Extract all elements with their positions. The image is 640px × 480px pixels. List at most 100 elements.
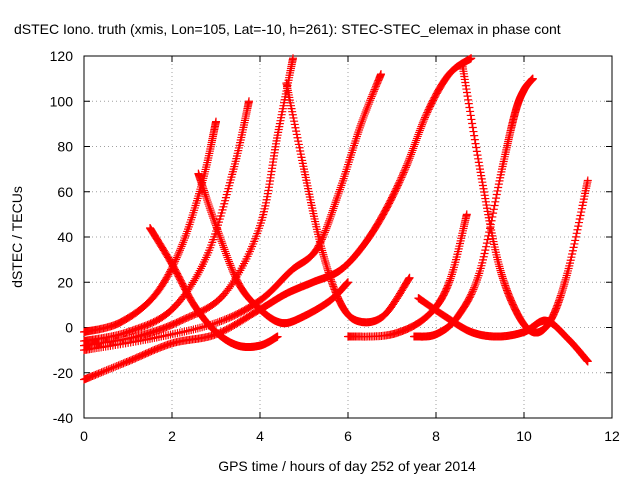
data-point-marker (474, 154, 483, 163)
data-point-marker (471, 280, 480, 289)
x-tick-label: 2 (168, 428, 176, 444)
y-tick-label: 80 (57, 139, 73, 155)
x-tick-label: 4 (256, 428, 264, 444)
data-point-marker (292, 127, 301, 136)
data-point-marker (560, 278, 569, 287)
data-point-marker (217, 317, 226, 326)
data-point-marker (221, 249, 230, 258)
data-point-marker (173, 251, 182, 260)
data-point-marker (577, 204, 586, 213)
data-point-marker (221, 247, 230, 256)
data-point-marker (219, 241, 228, 250)
series-arc-11 (458, 61, 592, 337)
data-point-marker (481, 246, 490, 255)
y-tick-label: 100 (50, 93, 74, 109)
data-point-marker (472, 143, 481, 152)
data-point-marker (470, 281, 479, 290)
grid-lines (84, 56, 612, 418)
data-point-marker (489, 205, 498, 214)
data-point-marker (472, 278, 481, 287)
data-point-marker (202, 194, 211, 203)
data-point-marker (470, 283, 479, 292)
data-point-marker (467, 115, 476, 124)
data-point-marker (330, 200, 339, 209)
data-point-marker (174, 249, 183, 258)
series-arc-3 (80, 54, 297, 350)
data-point-marker (224, 255, 233, 264)
data-point-marker (406, 152, 415, 161)
data-point-marker (357, 119, 366, 128)
data-point-marker (216, 233, 225, 242)
data-point-marker (228, 265, 237, 274)
data-point-marker (443, 281, 452, 290)
data-point-marker (223, 253, 232, 262)
data-point-marker (111, 362, 120, 371)
data-point-marker (219, 316, 228, 325)
data-point-marker (207, 210, 216, 219)
data-point-marker (100, 366, 109, 375)
data-point-marker (354, 128, 363, 137)
data-point-marker (105, 364, 114, 373)
data-point-marker (414, 130, 423, 139)
data-point-marker (471, 139, 480, 148)
data-point-marker (294, 140, 303, 149)
data-point-marker (359, 113, 368, 122)
data-point-marker (361, 107, 370, 116)
data-point-marker (469, 127, 478, 136)
data-point-marker (210, 217, 219, 226)
data-point-marker (328, 206, 337, 215)
data-point-marker (228, 266, 237, 275)
data-point-marker (215, 317, 224, 326)
data-point-marker (528, 74, 537, 83)
data-point-marker (463, 92, 472, 101)
data-point-marker (355, 123, 364, 132)
data-point-marker (325, 216, 334, 225)
data-point-marker (402, 161, 411, 170)
data-point-marker (572, 229, 581, 238)
data-point-marker (209, 216, 218, 225)
data-point-marker (470, 131, 479, 140)
data-point-marker (468, 123, 477, 132)
x-tick-label: 10 (516, 428, 532, 444)
y-tick-label: -40 (53, 410, 73, 426)
data-point-marker (199, 186, 208, 195)
data-point-marker (217, 237, 226, 246)
series-group (80, 54, 592, 384)
data-point-marker (212, 221, 220, 230)
data-point-marker (203, 196, 212, 205)
data-point-marker (397, 173, 406, 182)
data-point-marker (413, 132, 422, 141)
data-point-marker (403, 159, 412, 168)
data-point-marker (200, 188, 209, 197)
data-point-marker (412, 136, 421, 145)
data-point-marker (396, 175, 405, 184)
data-point-marker (229, 268, 238, 277)
data-point-marker (467, 288, 476, 297)
data-point-marker (320, 228, 329, 237)
data-point-marker (470, 135, 479, 144)
data-point-marker (489, 209, 498, 218)
data-point-marker (215, 231, 224, 240)
data-point-marker (570, 239, 579, 248)
data-point-marker (327, 210, 336, 219)
data-point-marker (369, 88, 378, 97)
data-point-marker (412, 134, 421, 143)
data-point-marker (177, 242, 186, 251)
data-point-marker (367, 92, 376, 101)
data-point-marker (222, 251, 231, 260)
x-tick-label: 0 (80, 428, 88, 444)
x-axis-title: GPS time / hours of day 252 of year 2014 (218, 458, 476, 474)
data-point-marker (290, 117, 299, 126)
data-point-marker (273, 332, 282, 341)
data-point-marker (468, 119, 477, 128)
data-point-marker (583, 357, 592, 366)
data-point-marker (203, 198, 212, 207)
data-point-marker (399, 168, 408, 177)
data-point-marker (401, 165, 410, 174)
data-point-marker (365, 98, 374, 107)
series-arc-2 (80, 97, 253, 346)
data-point-marker (205, 204, 214, 213)
data-point-marker (444, 279, 453, 288)
data-point-marker (218, 239, 227, 248)
data-point-marker (219, 243, 228, 252)
